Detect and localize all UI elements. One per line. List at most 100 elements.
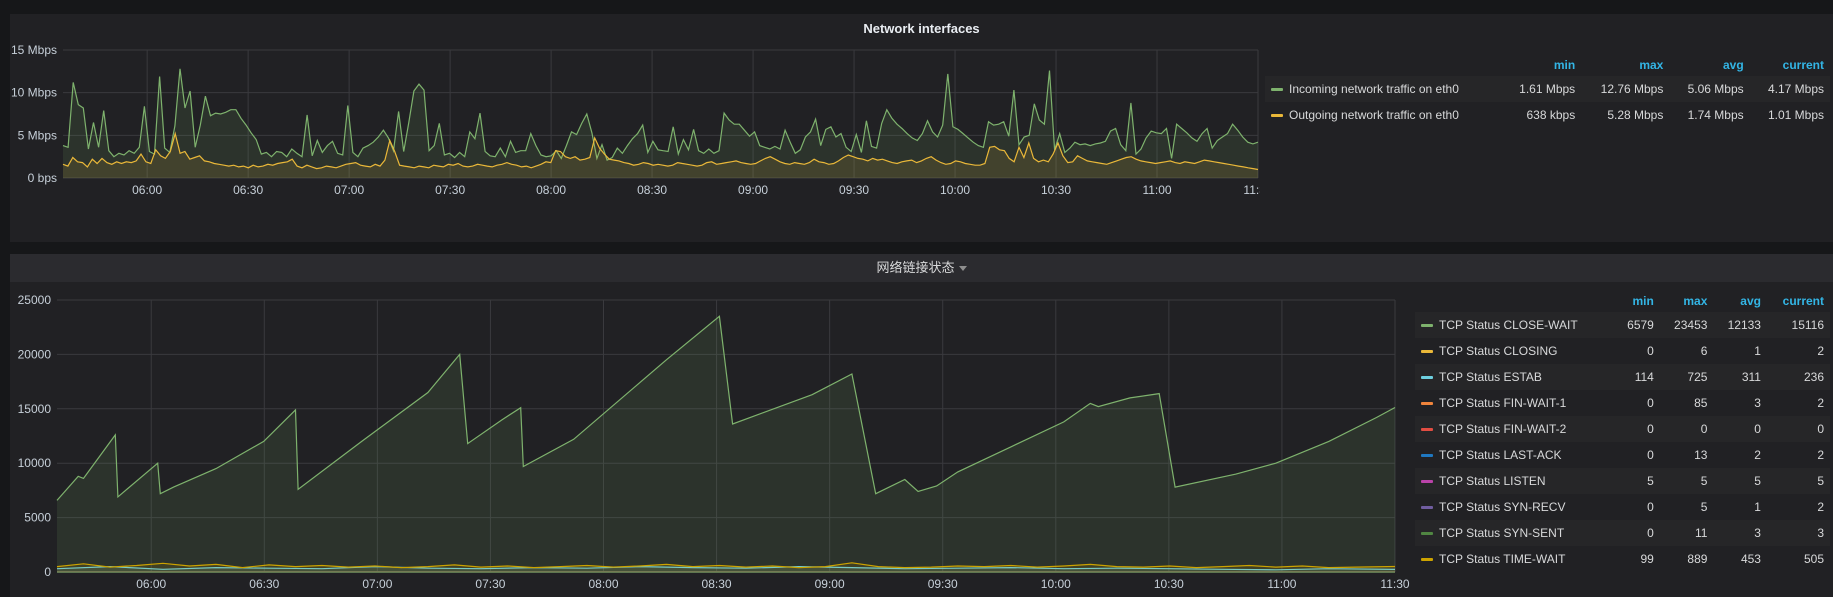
x-tick-label: 06:30 [249, 577, 279, 591]
y-tick-label: 25000 [18, 293, 52, 307]
legend-row[interactable]: TCP Status LISTEN 5 5 5 5 [1415, 468, 1830, 494]
legend-header-avg[interactable]: avg [1722, 58, 1744, 72]
legend-avg-value: 1 [1713, 338, 1767, 364]
legend-avg-value: 3 [1713, 390, 1767, 416]
legend-color-swatch[interactable] [1421, 506, 1433, 510]
legend-header-max[interactable]: max [1683, 294, 1708, 308]
legend-row[interactable]: TCP Status FIN-WAIT-2 0 0 0 0 [1415, 416, 1830, 442]
legend-header-min[interactable]: min [1553, 58, 1576, 72]
legend-series-name[interactable]: TCP Status SYN-SENT [1415, 520, 1615, 546]
y-tick-label: 10 Mbps [11, 86, 57, 100]
legend-header-current[interactable]: current [1782, 58, 1824, 72]
tcp-status-panel: 网络链接状态 0 5000 10000 15000 20000 25000 06:00 06:… [10, 254, 1833, 597]
legend-row[interactable]: TCP Status SYN-RECV 0 5 1 2 [1415, 494, 1830, 520]
legend-color-swatch[interactable] [1421, 532, 1433, 536]
legend-row[interactable]: TCP Status FIN-WAIT-1 0 85 3 2 [1415, 390, 1830, 416]
x-tick-label: 09:00 [815, 577, 845, 591]
legend-max-value: 0 [1659, 416, 1714, 442]
legend-header-min[interactable]: min [1632, 294, 1654, 308]
series-line [62, 68, 1259, 161]
legend-header-max[interactable]: max [1639, 58, 1664, 72]
legend-series-name[interactable]: Outgoing network traffic on eth0 [1265, 102, 1501, 128]
legend-row[interactable]: TCP Status TIME-WAIT 99 889 453 505 [1415, 546, 1830, 572]
legend-avg-value: 1 [1713, 494, 1767, 520]
legend-row[interactable]: TCP Status SYN-SENT 0 11 3 3 [1415, 520, 1830, 546]
legend-series-name[interactable]: TCP Status LISTEN [1415, 468, 1615, 494]
legend-series-name[interactable]: TCP Status ESTAB [1415, 364, 1615, 390]
legend-series-name[interactable]: TCP Status FIN-WAIT-2 [1415, 416, 1615, 442]
tcp-status-legend: min max avg current TCP Status CLOSE-WAIT 657… [1415, 290, 1830, 572]
legend-min-value: 6579 [1614, 312, 1660, 338]
legend-max-value: 11 [1659, 520, 1714, 546]
series-line [56, 565, 1396, 571]
legend-max-value: 5.28 Mbps [1581, 102, 1670, 128]
legend-series-name[interactable]: TCP Status TIME-WAIT [1415, 546, 1615, 572]
panel-title-text: 网络链接状态 [876, 260, 955, 275]
y-tick-label: 5 Mbps [18, 128, 57, 142]
legend-min-value: 0 [1614, 494, 1660, 520]
legend-min-value: 0 [1614, 520, 1660, 546]
legend-row[interactable]: TCP Status CLOSE-WAIT 6579 23453 12133 15116 [1415, 312, 1830, 338]
legend-series-name[interactable]: TCP Status LAST-ACK [1415, 442, 1615, 468]
x-tick-label: 10:00 [1041, 577, 1071, 591]
legend-current-value: 2 [1766, 494, 1830, 520]
panel-title[interactable]: Network interfaces [863, 21, 980, 36]
legend-header-avg[interactable]: avg [1740, 294, 1761, 308]
legend-current-value: 2 [1766, 442, 1830, 468]
x-tick-label: 06:00 [136, 577, 166, 591]
legend-min-value: 0 [1614, 416, 1660, 442]
y-tick-label: 15000 [18, 402, 52, 416]
x-tick-label: 07:00 [362, 577, 392, 591]
legend-row[interactable]: TCP Status ESTAB 114 725 311 236 [1415, 364, 1830, 390]
x-tick-label: 06:30 [233, 183, 263, 197]
legend-color-swatch[interactable] [1271, 114, 1283, 118]
legend-min-value: 5 [1614, 468, 1660, 494]
tcp-status-chart[interactable]: 0 5000 10000 15000 20000 25000 06:00 06:30 07:00… [10, 254, 1410, 597]
legend-row[interactable]: Incoming network traffic on eth0 1.61 Mbp… [1265, 76, 1830, 102]
x-tick-label: 08:00 [536, 183, 566, 197]
legend-min-value: 0 [1614, 338, 1660, 364]
network-interfaces-panel: Network interfaces 0 bps 5 Mbps 10 Mbps 15 … [10, 14, 1833, 242]
series-area [63, 133, 1258, 178]
legend-row[interactable]: Outgoing network traffic on eth0 638 kbps… [1265, 102, 1830, 128]
legend-series-name[interactable]: TCP Status CLOSING [1415, 338, 1615, 364]
legend-series-name[interactable]: TCP Status CLOSE-WAIT [1415, 312, 1615, 338]
legend-color-swatch[interactable] [1421, 376, 1433, 380]
legend-max-value: 23453 [1659, 312, 1714, 338]
legend-max-value: 5 [1659, 494, 1714, 520]
y-tick-label: 0 [44, 565, 51, 579]
legend-avg-value: 1.74 Mbps [1669, 102, 1750, 128]
legend-current-value: 2 [1766, 338, 1830, 364]
legend-header-name [1415, 290, 1614, 312]
x-tick-label: 10:30 [1154, 577, 1184, 591]
legend-color-swatch[interactable] [1421, 454, 1433, 458]
legend-color-swatch[interactable] [1421, 480, 1433, 484]
legend-series-name[interactable]: TCP Status FIN-WAIT-1 [1415, 390, 1615, 416]
legend-series-name[interactable]: Incoming network traffic on eth0 [1265, 76, 1501, 102]
legend-header-current[interactable]: current [1782, 294, 1824, 308]
chevron-down-icon[interactable] [958, 266, 967, 272]
legend-min-value: 638 kbps [1500, 102, 1582, 128]
legend-max-value: 13 [1659, 442, 1714, 468]
legend-color-swatch[interactable] [1421, 558, 1433, 562]
x-tick-label: 11:30 [1380, 577, 1409, 591]
x-tick-label: 08:00 [588, 577, 618, 591]
legend-row[interactable]: TCP Status LAST-ACK 0 13 2 2 [1415, 442, 1830, 468]
panel-title[interactable]: 网络链接状态 [10, 254, 1833, 282]
series-line [56, 562, 1396, 569]
legend-color-swatch[interactable] [1421, 350, 1433, 354]
legend-series-name[interactable]: TCP Status SYN-RECV [1415, 494, 1615, 520]
x-tick-label: 07:00 [334, 183, 364, 197]
legend-min-value: 0 [1614, 442, 1660, 468]
x-tick-label: 07:30 [475, 577, 505, 591]
series-area [57, 562, 1395, 572]
legend-color-swatch[interactable] [1271, 88, 1283, 92]
network-interfaces-chart[interactable]: 0 bps 5 Mbps 10 Mbps 15 Mbps 06:00 06:30 07:00… [10, 14, 1260, 242]
legend-color-swatch[interactable] [1421, 324, 1433, 328]
x-tick-label: 11:00 [1142, 183, 1171, 197]
legend-row[interactable]: TCP Status CLOSING 0 6 1 2 [1415, 338, 1830, 364]
x-tick-label: 10:30 [1041, 183, 1071, 197]
legend-color-swatch[interactable] [1421, 428, 1433, 432]
legend-current-value: 236 [1766, 364, 1830, 390]
legend-color-swatch[interactable] [1421, 402, 1433, 406]
